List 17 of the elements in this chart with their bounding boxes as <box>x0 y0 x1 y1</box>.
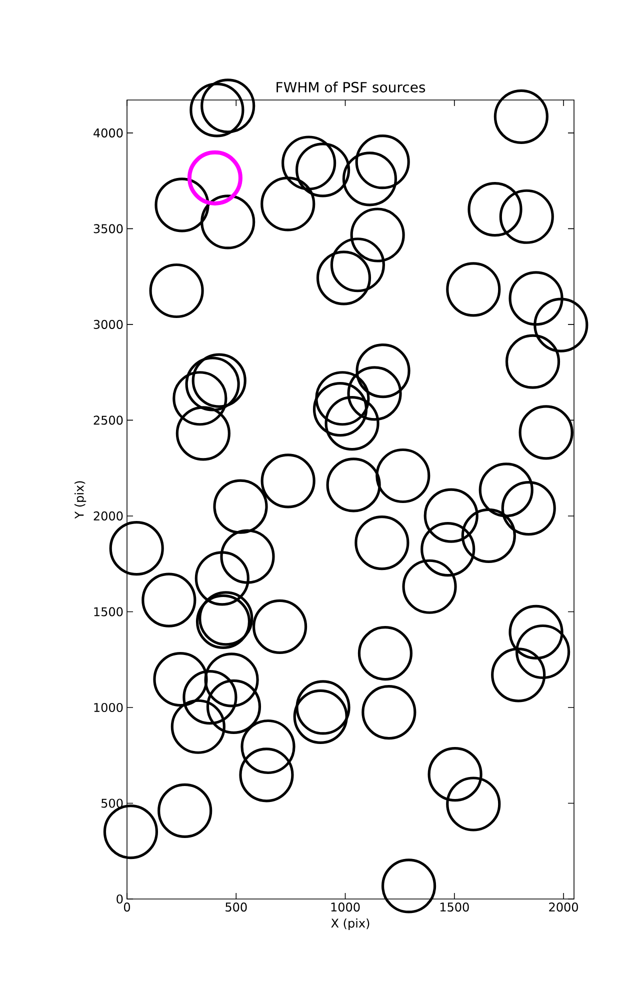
y-tick-label: 0 <box>116 894 123 904</box>
x-tick-label: 1500 <box>440 902 469 912</box>
y-tick-label: 500 <box>102 798 123 808</box>
y-tick-label: 3500 <box>94 224 123 234</box>
x-tick-label: 0 <box>124 902 130 912</box>
x-tick-label: 1000 <box>331 902 360 912</box>
y-tick-label: 4000 <box>94 128 123 138</box>
y-tick-label: 3000 <box>94 320 123 329</box>
x-tick-label: 2000 <box>549 902 578 912</box>
y-tick-label: 1500 <box>94 607 123 616</box>
chart-title: FWHM of PSF sources <box>276 82 426 92</box>
y-tick-label: 2500 <box>94 416 123 425</box>
x-axis-title: X (pix) <box>331 918 370 930</box>
y-tick-label: 1000 <box>94 702 123 712</box>
y-tick-label: 2000 <box>94 511 123 521</box>
y-axis-title: Y (pix) <box>74 481 86 519</box>
x-tick-label: 500 <box>226 902 247 912</box>
